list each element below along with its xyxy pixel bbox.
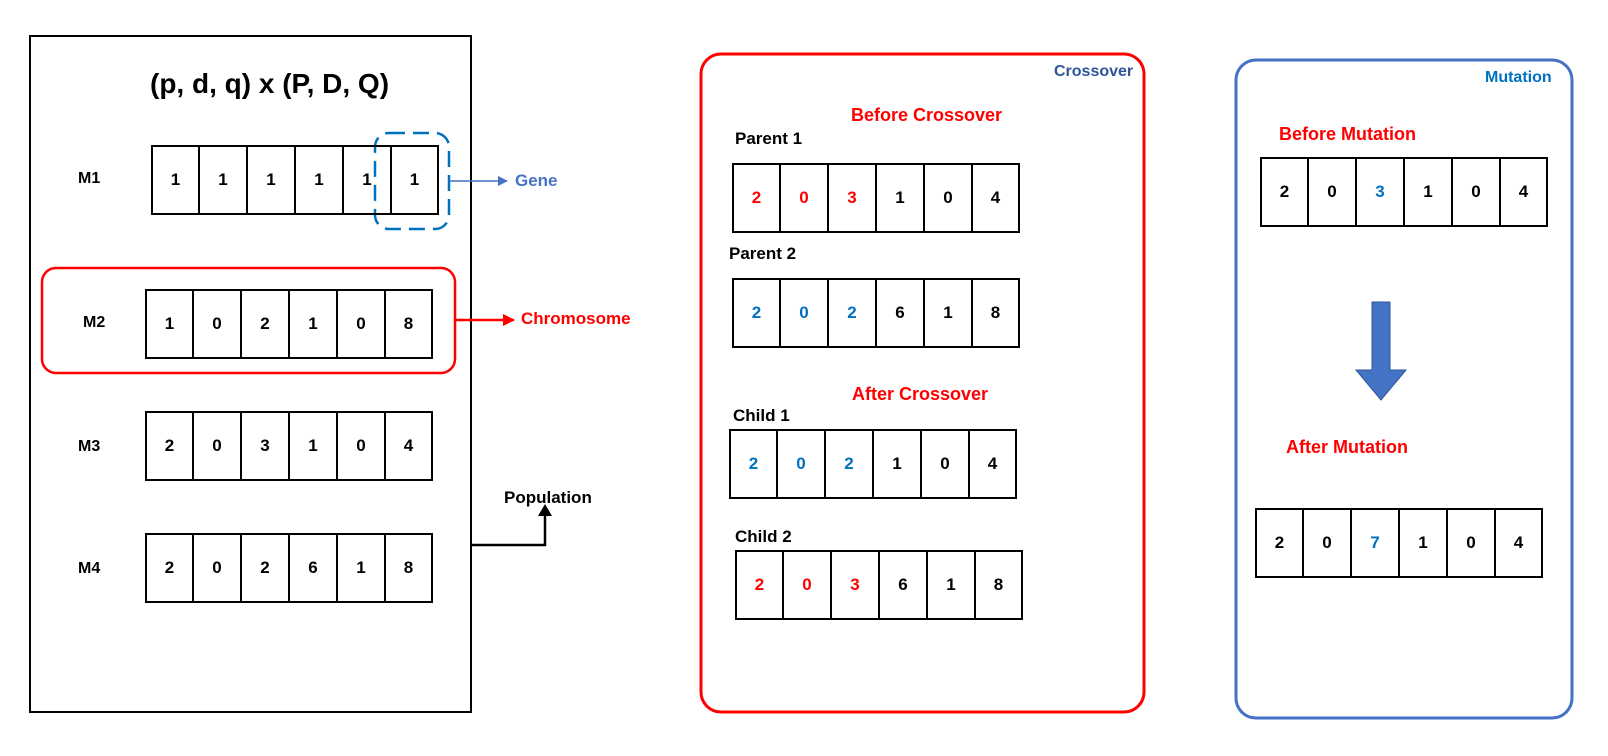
gene-cell: 0 — [780, 163, 828, 233]
child2-label: Child 2 — [735, 527, 792, 546]
gene-cell: 1 — [289, 411, 337, 481]
gene-cell: 7 — [1351, 508, 1399, 578]
population-arrowhead — [538, 504, 552, 516]
gene-cell: 1 — [343, 145, 391, 215]
mutation-panel — [1234, 58, 1574, 720]
gene-cell: 0 — [337, 411, 385, 481]
row-label-m2: M2 — [83, 314, 106, 331]
gene-cell: 4 — [385, 411, 433, 481]
gene-annotation: Gene — [515, 171, 558, 190]
parent2-label: Parent 2 — [729, 244, 797, 263]
gene-cell: 2 — [145, 411, 193, 481]
row-label-m3: M3 — [78, 438, 101, 455]
gene-cell: 6 — [879, 550, 927, 620]
gene-cell: 2 — [145, 533, 193, 603]
gene-cell: 2 — [241, 533, 289, 603]
gene-cell: 2 — [241, 289, 289, 359]
gene-cell: 8 — [975, 550, 1023, 620]
gene-cell: 3 — [828, 163, 876, 233]
gene-cell: 0 — [1303, 508, 1351, 578]
gene-cell: 4 — [1495, 508, 1543, 578]
gene-cell: 1 — [1404, 157, 1452, 227]
gene-cell: 3 — [241, 411, 289, 481]
mutation-title: Mutation — [1485, 69, 1552, 86]
row-label-m4: M4 — [78, 560, 101, 577]
after-mutation-label: After Mutation — [1286, 437, 1408, 457]
before-crossover-label: Before Crossover — [851, 105, 1003, 125]
gene-cell: 0 — [924, 163, 972, 233]
gene-cell: 1 — [145, 289, 193, 359]
gene-cell: 0 — [337, 289, 385, 359]
gene-cell: 2 — [732, 278, 780, 348]
gene-cell: 0 — [193, 289, 241, 359]
gene-cell: 8 — [385, 533, 433, 603]
gene-cell: 4 — [969, 429, 1017, 499]
gene-cell: 2 — [828, 278, 876, 348]
gene-cell: 2 — [1260, 157, 1308, 227]
gene-cell: 0 — [921, 429, 969, 499]
gene-cell: 1 — [199, 145, 247, 215]
gene-cell: 0 — [193, 533, 241, 603]
population-panel — [29, 35, 472, 713]
gene-cell: 0 — [1447, 508, 1495, 578]
mutation-down-arrow — [1354, 301, 1408, 401]
parent1-label: Parent 1 — [735, 129, 803, 148]
gene-cell: 1 — [927, 550, 975, 620]
gene-cell: 4 — [1500, 157, 1548, 227]
gene-cell: 3 — [1356, 157, 1404, 227]
gene-cell: 6 — [289, 533, 337, 603]
gene-cell: 0 — [193, 411, 241, 481]
crossover-title: Crossover — [1054, 63, 1134, 80]
gene-cell: 0 — [1308, 157, 1356, 227]
population-annotation: Population — [504, 488, 592, 507]
formula-title: (p, d, q) x (P, D, Q) — [150, 68, 390, 99]
gene-cell: 6 — [876, 278, 924, 348]
gene-cell: 1 — [247, 145, 295, 215]
gene-cell: 2 — [729, 429, 777, 499]
gene-cell: 1 — [337, 533, 385, 603]
before-mutation-label: Before Mutation — [1279, 124, 1416, 144]
gene-cell: 2 — [825, 429, 873, 499]
gene-cell: 1 — [1399, 508, 1447, 578]
gene-cell: 8 — [972, 278, 1020, 348]
gene-cell: 8 — [385, 289, 433, 359]
gene-cell: 1 — [873, 429, 921, 499]
gene-cell: 1 — [289, 289, 337, 359]
gene-cell: 2 — [732, 163, 780, 233]
gene-cell: 2 — [1255, 508, 1303, 578]
gene-cell: 2 — [735, 550, 783, 620]
row-label-m1: M1 — [78, 170, 101, 187]
gene-cell: 1 — [876, 163, 924, 233]
gene-cell: 1 — [295, 145, 343, 215]
gene-cell: 0 — [777, 429, 825, 499]
gene-cell: 1 — [924, 278, 972, 348]
crossover-panel — [699, 52, 1146, 714]
gene-cell: 0 — [780, 278, 828, 348]
gene-cell: 4 — [972, 163, 1020, 233]
child1-label: Child 1 — [733, 406, 790, 425]
gene-cell: 0 — [783, 550, 831, 620]
chromosome-annotation: Chromosome — [521, 309, 631, 328]
gene-cell: 1 — [391, 145, 439, 215]
after-crossover-label: After Crossover — [852, 384, 989, 404]
gene-cell: 1 — [151, 145, 199, 215]
population-arrow — [471, 515, 547, 547]
gene-cell: 0 — [1452, 157, 1500, 227]
gene-cell: 3 — [831, 550, 879, 620]
